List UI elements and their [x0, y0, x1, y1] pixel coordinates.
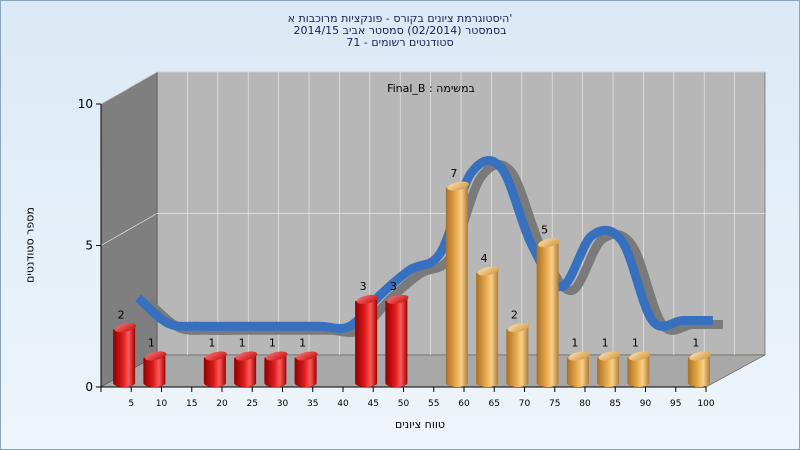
bar-value-label: 1	[239, 337, 246, 350]
x-tick-label: 30	[277, 399, 289, 409]
chart-floor	[99, 354, 766, 388]
x-tick-label: 70	[519, 399, 531, 409]
x-tick-label: 85	[610, 399, 621, 409]
bar: 1	[627, 337, 651, 387]
bar-value-label: 1	[208, 337, 215, 350]
bar-body	[203, 354, 226, 387]
bar-body	[445, 184, 468, 387]
chart-title-line-2: בסמסטר (02/2014) סמסטר אביב 2014/15	[293, 24, 507, 37]
x-tick-label: 45	[368, 399, 379, 409]
bar-body	[627, 354, 650, 387]
y-tick-label: 0	[85, 380, 93, 394]
bar-value-label: 1	[269, 337, 276, 350]
bar-body	[143, 354, 166, 387]
bar-body	[536, 241, 559, 387]
bar-cap	[628, 351, 651, 361]
trend-ribbon	[135, 156, 713, 333]
bar: 1	[234, 337, 258, 387]
x-tick-label: 40	[337, 399, 349, 409]
bar-cap	[689, 351, 711, 361]
x-tick-label: 20	[216, 399, 228, 409]
y-tick-label: 10	[78, 97, 93, 111]
y-axis-label: מספר סטודנטים	[23, 207, 37, 283]
x-tick-label: 60	[458, 399, 470, 409]
x-tick-label: 5	[128, 399, 134, 409]
bar-body	[234, 354, 257, 387]
bar: 4	[476, 252, 500, 387]
bar: 2	[506, 308, 530, 387]
x-tick-label: 95	[670, 399, 681, 409]
bar-cap	[568, 351, 590, 361]
bar-body	[597, 354, 620, 387]
bar-cap	[477, 266, 500, 276]
chart-title-line-1: היסטוגרמת ציונים בקורס - פונקציות מרוכבו…	[287, 12, 513, 25]
x-tick-label: 15	[186, 399, 197, 409]
bar: 3	[385, 280, 409, 387]
x-tick-label: 55	[428, 399, 439, 409]
bar-body	[385, 298, 408, 387]
bar: 1	[143, 337, 167, 387]
bar-value-label: 1	[632, 337, 639, 350]
bar: 1	[264, 337, 288, 387]
bar-cap	[265, 351, 288, 361]
bar: 3	[355, 280, 379, 387]
bar-cap	[144, 351, 167, 361]
x-tick-label: 25	[247, 399, 258, 409]
bar-body	[566, 354, 589, 387]
bar: 1	[687, 337, 711, 387]
chart-title-line-3: סטודנטים רשומים - 71	[346, 36, 454, 49]
bar-value-label: 2	[511, 308, 518, 321]
bar-value-label: 1	[571, 337, 578, 350]
bar: 2	[113, 308, 137, 387]
bar-body	[264, 354, 287, 387]
bar-value-label: 2	[118, 308, 125, 321]
bar: 1	[294, 337, 318, 387]
bar-cap	[356, 294, 379, 304]
grid-line-side	[100, 71, 158, 105]
x-axis-label: טווח ציונים	[395, 418, 445, 431]
chart-subtitle: במשימה : Final_B	[387, 82, 475, 95]
bar-body	[506, 326, 529, 387]
bar-value-label: 1	[299, 337, 306, 350]
bar-cap	[114, 323, 137, 333]
bar-cap	[386, 294, 409, 304]
bar: 1	[597, 337, 621, 387]
bar-body	[355, 298, 378, 387]
bar-value-label: 1	[148, 337, 155, 350]
bar-value-label: 3	[390, 280, 397, 293]
bar-value-label: 3	[360, 280, 367, 293]
bar-body	[476, 269, 499, 387]
x-tick-label: 50	[398, 399, 410, 409]
x-tick-label: 100	[697, 399, 714, 409]
bar: 7	[445, 167, 469, 387]
bar-cap	[507, 323, 530, 333]
grid-line-side	[100, 213, 158, 246]
bar: 1	[566, 337, 590, 387]
x-tick-label: 90	[640, 399, 652, 409]
bar-value-label: 5	[541, 224, 548, 237]
bar-cap	[235, 351, 258, 361]
bar-body	[687, 354, 710, 387]
bar-cap	[538, 238, 560, 248]
bar-cap	[598, 351, 621, 361]
bar-cap	[447, 181, 469, 191]
x-tick-label: 10	[156, 399, 168, 409]
bar-body	[113, 326, 136, 387]
bar-cap	[296, 351, 318, 361]
bar-body	[294, 354, 317, 387]
x-tick-label: 80	[579, 399, 591, 409]
y-tick-label: 5	[85, 239, 93, 253]
bar: 5	[536, 224, 560, 387]
bar-value-label: 7	[450, 167, 457, 180]
x-tick-label: 65	[489, 399, 500, 409]
x-tick-label: 35	[307, 399, 318, 409]
bar-value-label: 1	[692, 337, 699, 350]
bar: 1	[203, 337, 227, 387]
bar-value-label: 1	[602, 337, 609, 350]
x-tick-label: 75	[549, 399, 560, 409]
bar-value-label: 4	[481, 252, 488, 265]
bar-cap	[205, 351, 227, 361]
